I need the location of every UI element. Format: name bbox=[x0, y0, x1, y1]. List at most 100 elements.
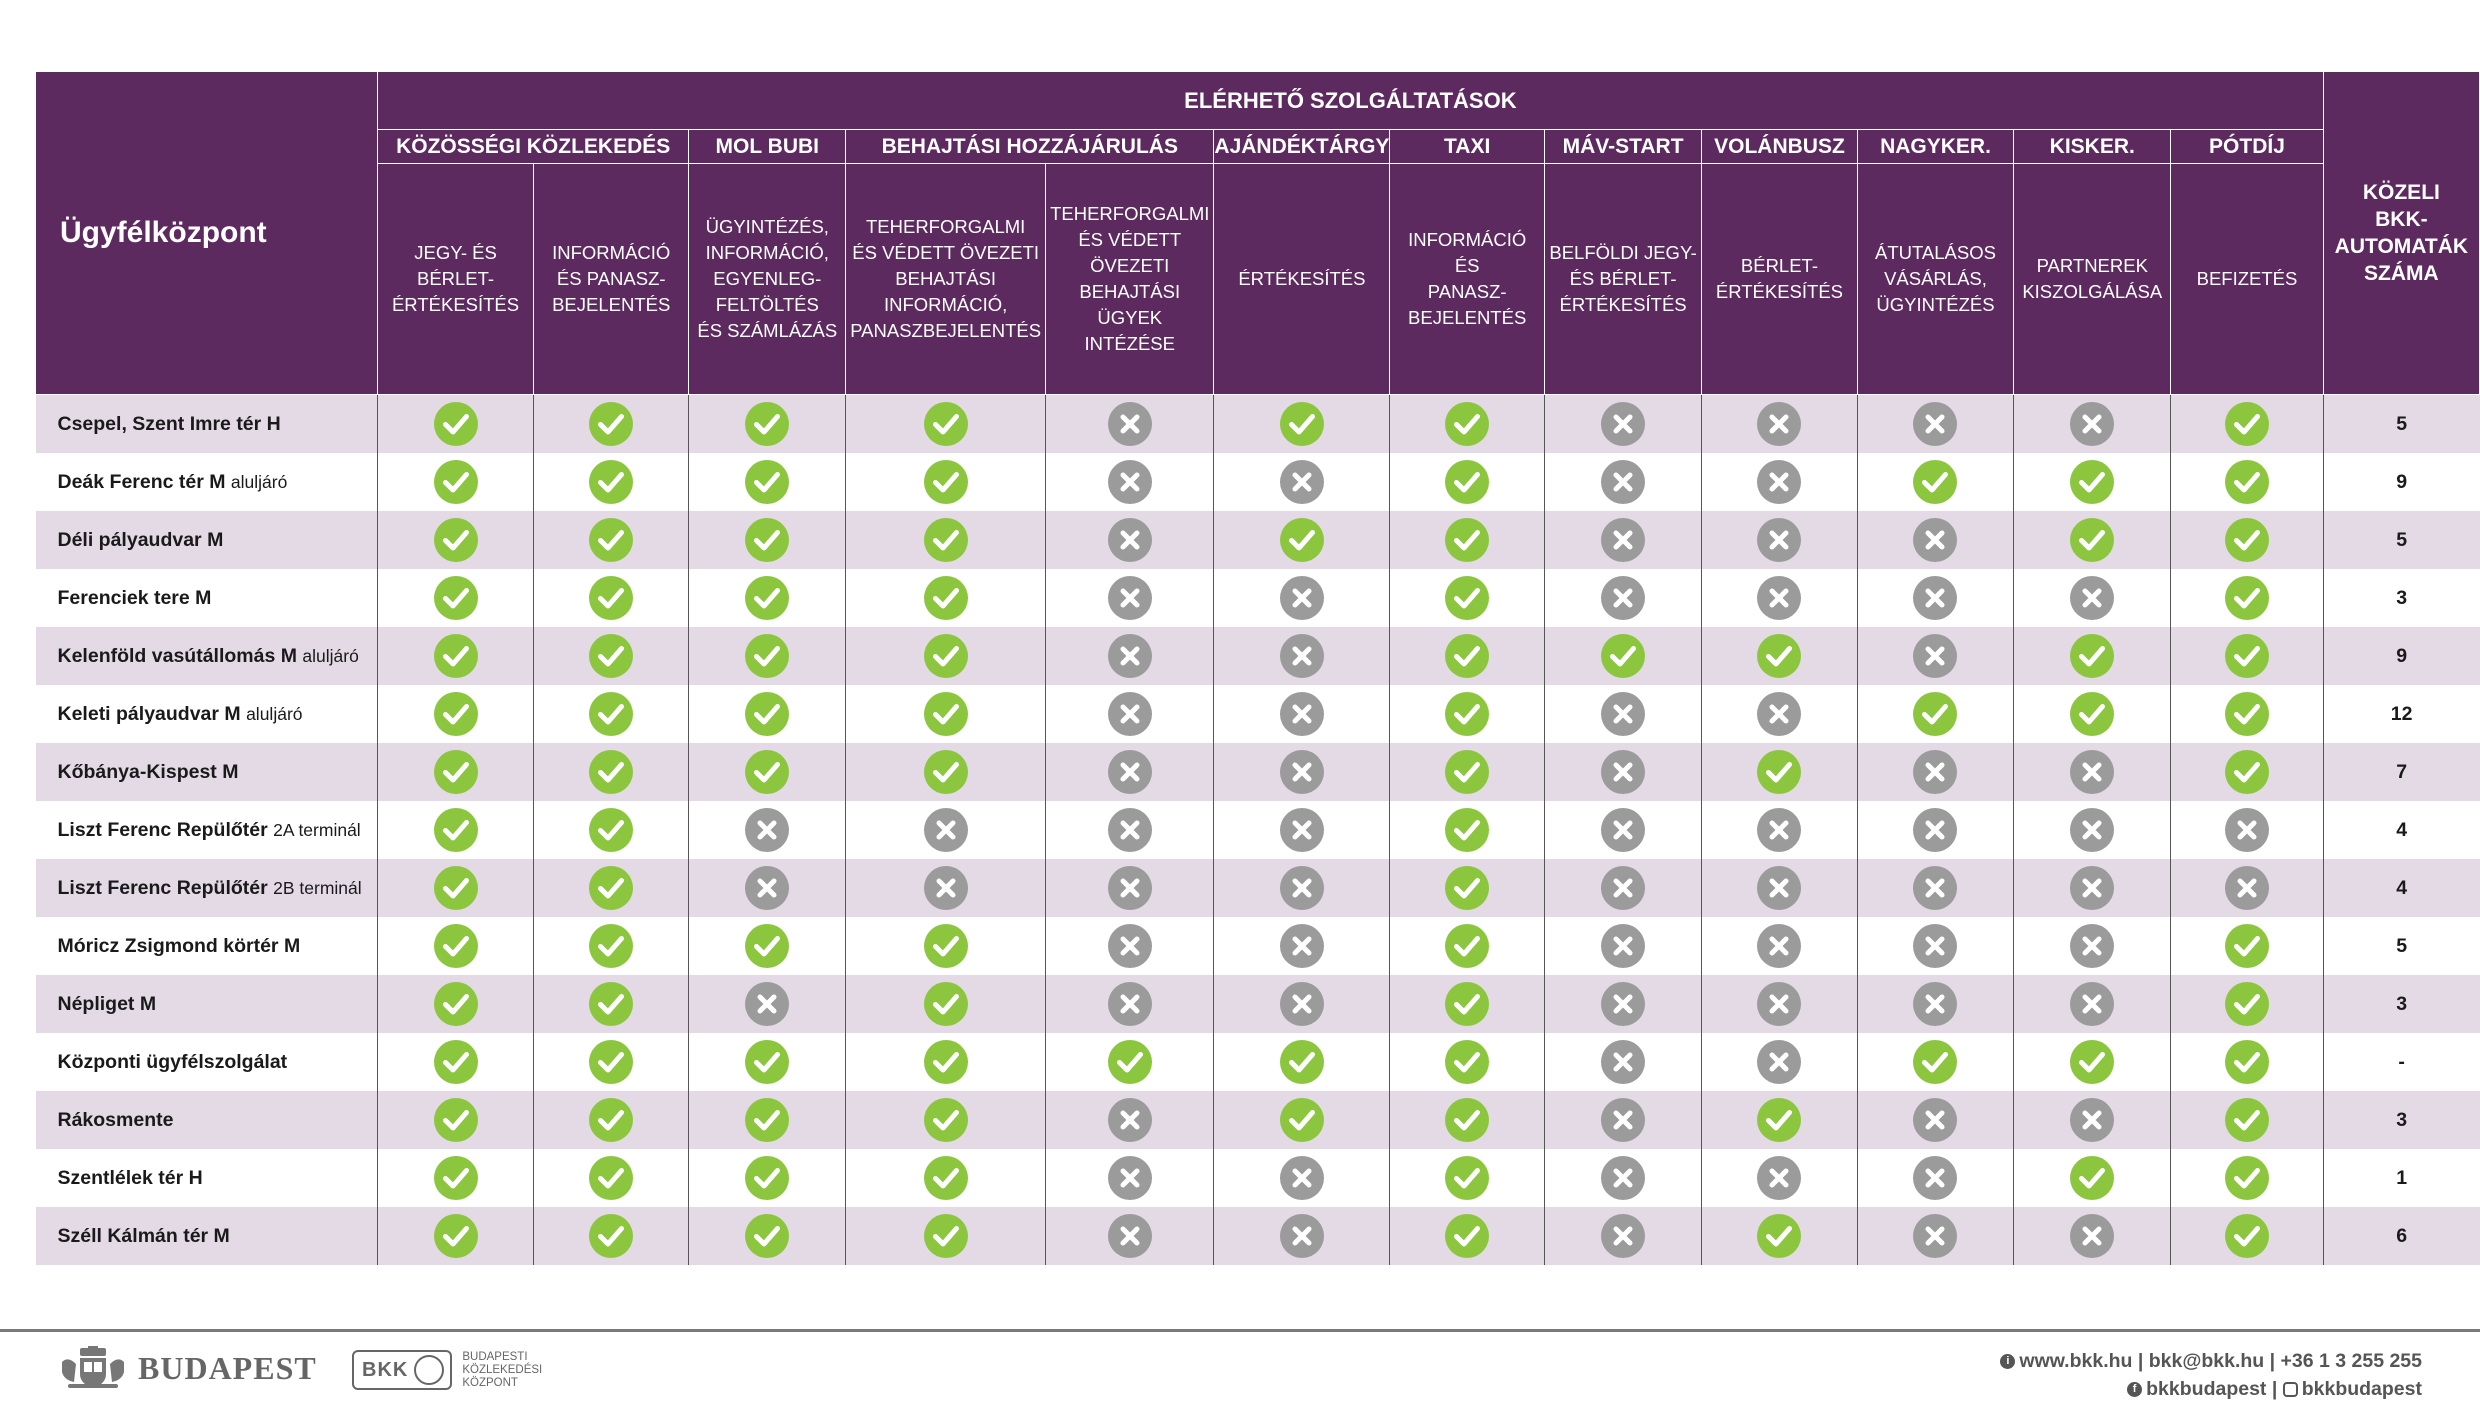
x-circle-icon bbox=[1913, 750, 1958, 794]
check-circle-icon bbox=[1445, 518, 1490, 562]
service-cell bbox=[688, 394, 847, 453]
check-circle-icon bbox=[745, 1098, 790, 1142]
check-circle-icon bbox=[589, 402, 634, 446]
service-cell bbox=[1213, 453, 1391, 511]
service-cell bbox=[845, 685, 1047, 743]
check-circle-icon bbox=[1445, 692, 1490, 736]
check-circle-icon bbox=[745, 1214, 790, 1258]
services-table: Ügyfélközpont ELÉRHETŐ SZOLGÁLTATÁSOK KÖ… bbox=[34, 71, 2480, 1265]
check-circle-icon bbox=[2070, 634, 2115, 678]
x-circle-icon bbox=[1913, 982, 1958, 1026]
x-circle-icon bbox=[1601, 692, 1646, 736]
x-circle-icon bbox=[1601, 924, 1646, 968]
check-circle-icon bbox=[923, 1156, 968, 1200]
service-cell bbox=[533, 859, 690, 917]
service-cell bbox=[1213, 394, 1391, 453]
table-row: Széll Kálmán tér M 6 bbox=[35, 1207, 2480, 1265]
service-cell bbox=[1701, 685, 1858, 743]
x-circle-icon bbox=[1757, 1156, 1802, 1200]
service-cell bbox=[1701, 453, 1858, 511]
budapest-logo: BUDAPEST bbox=[58, 1346, 317, 1390]
x-circle-icon bbox=[1601, 750, 1646, 794]
service-cell bbox=[1701, 859, 1858, 917]
service-cell bbox=[688, 801, 847, 859]
check-circle-icon bbox=[1279, 1040, 1324, 1084]
check-circle-icon bbox=[433, 1156, 478, 1200]
service-cell bbox=[2170, 1207, 2324, 1265]
service-cell bbox=[1701, 743, 1858, 801]
service-cell bbox=[1045, 1033, 1215, 1091]
service-cell bbox=[1544, 1091, 1703, 1149]
service-cell bbox=[1857, 1207, 2015, 1265]
x-circle-icon bbox=[1601, 866, 1646, 910]
service-cell bbox=[1389, 1091, 1545, 1149]
x-circle-icon bbox=[1107, 576, 1152, 620]
service-cell bbox=[533, 743, 690, 801]
service-cell bbox=[2170, 511, 2324, 569]
check-circle-icon bbox=[1279, 518, 1324, 562]
table-row: Népliget M 3 bbox=[35, 975, 2480, 1033]
instagram-icon bbox=[2282, 1382, 2298, 1398]
service-cell bbox=[2013, 685, 2172, 743]
check-circle-icon bbox=[745, 518, 790, 562]
service-cell bbox=[1544, 1207, 1703, 1265]
service-cell bbox=[533, 917, 690, 975]
x-circle-icon bbox=[2070, 402, 2115, 446]
check-circle-icon bbox=[1913, 1040, 1958, 1084]
header-group: KISKER. bbox=[2013, 129, 2172, 164]
service-cell bbox=[1857, 511, 2015, 569]
x-circle-icon bbox=[1913, 634, 1958, 678]
x-circle-icon bbox=[1601, 982, 1646, 1026]
customer-center-name: Móricz Zsigmond körtér M bbox=[35, 917, 379, 975]
check-circle-icon bbox=[1445, 982, 1490, 1026]
service-cell bbox=[1213, 1149, 1391, 1207]
check-circle-icon bbox=[433, 982, 478, 1026]
table-row: Központi ügyfélszolgálat - bbox=[35, 1033, 2480, 1091]
service-cell bbox=[1857, 394, 2015, 453]
service-cell bbox=[1857, 1149, 2015, 1207]
service-cell bbox=[1213, 859, 1391, 917]
check-circle-icon bbox=[589, 982, 634, 1026]
table-row: Kőbánya-Kispest M 7 bbox=[35, 743, 2480, 801]
check-circle-icon bbox=[1601, 634, 1646, 678]
service-cell bbox=[1701, 1091, 1858, 1149]
check-circle-icon bbox=[1445, 808, 1490, 852]
check-circle-icon bbox=[2224, 1040, 2269, 1084]
x-circle-icon bbox=[2224, 808, 2269, 852]
service-cell bbox=[1544, 1033, 1703, 1091]
check-circle-icon bbox=[923, 518, 968, 562]
check-circle-icon bbox=[1445, 1214, 1490, 1258]
table-row: Kelenföld vasútállomás M aluljáró 9 bbox=[35, 627, 2480, 685]
check-circle-icon bbox=[589, 692, 634, 736]
x-circle-icon bbox=[1601, 576, 1646, 620]
service-cell bbox=[1701, 627, 1858, 685]
check-circle-icon bbox=[433, 402, 478, 446]
check-circle-icon bbox=[589, 1098, 634, 1142]
service-cell bbox=[1213, 801, 1391, 859]
service-cell bbox=[2170, 685, 2324, 743]
service-cell bbox=[2013, 743, 2172, 801]
service-cell bbox=[1045, 801, 1215, 859]
check-circle-icon bbox=[2070, 1156, 2115, 1200]
service-cell bbox=[1213, 917, 1391, 975]
x-circle-icon bbox=[1757, 692, 1802, 736]
footer-divider bbox=[0, 1329, 2480, 1332]
service-cell bbox=[1045, 917, 1215, 975]
check-circle-icon bbox=[2224, 1156, 2269, 1200]
customer-center-name: Csepel, Szent Imre tér H bbox=[35, 394, 379, 453]
check-circle-icon bbox=[923, 1040, 968, 1084]
customer-center-name: Liszt Ferenc Repülőtér 2B terminál bbox=[35, 859, 379, 917]
x-circle-icon bbox=[1757, 1040, 1802, 1084]
check-circle-icon bbox=[589, 518, 634, 562]
check-circle-icon bbox=[589, 924, 634, 968]
service-cell bbox=[1389, 511, 1545, 569]
x-circle-icon bbox=[2070, 808, 2115, 852]
service-cell bbox=[2013, 511, 2172, 569]
x-circle-icon bbox=[1913, 402, 1958, 446]
header-service: JEGY- ÉS BÉRLET- ÉRTÉKESÍTÉS bbox=[377, 163, 535, 395]
check-circle-icon bbox=[1445, 402, 1490, 446]
service-cell bbox=[533, 1091, 690, 1149]
x-circle-icon bbox=[1107, 808, 1152, 852]
header-group: BEHAJTÁSI HOZZÁJÁRULÁS bbox=[845, 129, 1215, 164]
check-circle-icon bbox=[433, 634, 478, 678]
